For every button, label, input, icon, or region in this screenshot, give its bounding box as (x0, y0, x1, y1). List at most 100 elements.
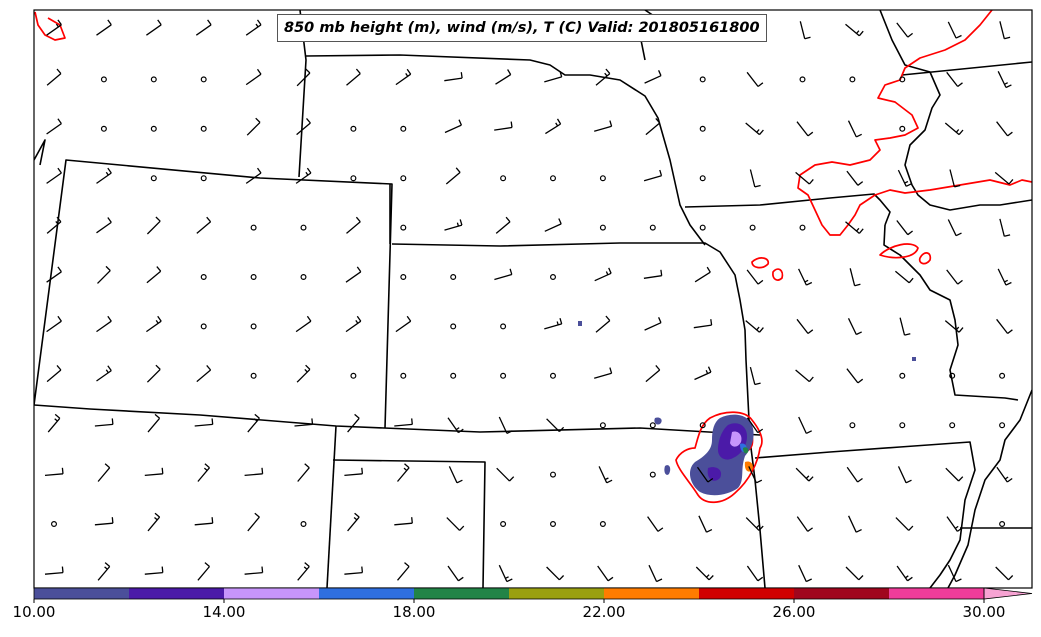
wind-barb (748, 466, 763, 484)
calm-wind-circle (250, 274, 257, 281)
colorbar-swatch (699, 588, 795, 599)
calm-wind-circle (649, 471, 656, 478)
wind-barb (796, 516, 813, 532)
wind-barb (297, 463, 310, 482)
wind-barb (799, 21, 811, 40)
wind-barb (694, 266, 711, 283)
wind-barb (46, 266, 62, 283)
wind-barb (97, 562, 111, 581)
wind-barb (896, 220, 913, 236)
wind-barb (146, 216, 161, 235)
wind-barb (296, 117, 311, 136)
wind-barb (46, 216, 62, 234)
wind-barb (944, 320, 964, 333)
wind-barb (645, 364, 661, 383)
calm-wind-circle (350, 125, 357, 132)
wind-barb (798, 416, 812, 434)
wind-barb (999, 21, 1011, 40)
calm-wind-circle (400, 372, 407, 379)
wind-barb (847, 318, 862, 336)
wind-barb (46, 167, 62, 184)
calm-wind-circle (250, 323, 257, 330)
wind-barb (247, 413, 260, 433)
wind-barb (795, 171, 814, 185)
precipitation-shading (578, 321, 916, 496)
colorbar-swatch (794, 588, 890, 599)
wind-barb (94, 418, 114, 427)
wind-barb (97, 463, 111, 482)
wind-barb (196, 364, 212, 383)
calm-wind-circle (649, 224, 656, 231)
calm-wind-circle (749, 224, 756, 231)
calm-wind-circle (549, 372, 556, 379)
wind-barb (496, 467, 515, 482)
wind-barb (746, 565, 764, 582)
wind-barb (397, 463, 410, 482)
wind-barb (946, 269, 963, 285)
calm-wind-circle (200, 76, 207, 83)
wind-barb (846, 368, 864, 384)
calm-wind-circle (500, 323, 507, 330)
calm-wind-circle (400, 175, 407, 182)
wind-barb (96, 167, 112, 184)
wind-barb (746, 417, 764, 434)
wind-barb (345, 315, 362, 333)
wind-barb (147, 413, 161, 433)
wind-barb (745, 122, 764, 136)
wind-barb (997, 71, 1012, 89)
wind-barb (849, 268, 861, 287)
calm-wind-circle (150, 175, 157, 182)
wind-barb (845, 566, 864, 581)
wind-barb (544, 71, 563, 83)
wind-barb (46, 19, 62, 36)
wind-barb (749, 169, 761, 188)
calm-wind-circle (899, 372, 906, 379)
wind-barb (395, 315, 412, 333)
wind-barb (644, 70, 662, 84)
calm-wind-circle (300, 224, 307, 231)
calm-wind-circle (699, 125, 706, 132)
wind-barb (594, 120, 613, 132)
wind-barb (643, 269, 663, 279)
wind-barb (245, 68, 262, 86)
colorbar-swatch (319, 588, 415, 599)
wind-barb (798, 268, 813, 286)
wind-barb (347, 512, 360, 532)
wind-barb (94, 517, 114, 526)
wind-barb (346, 68, 361, 86)
wind-barb (395, 68, 412, 86)
wind-barb (297, 562, 310, 581)
calm-wind-circle (999, 520, 1006, 527)
wind-barb (146, 315, 162, 333)
calm-wind-circle (200, 175, 207, 182)
wind-barb (648, 564, 663, 583)
wind-barb (597, 565, 614, 582)
wind-barb (194, 418, 214, 427)
wind-barb (394, 418, 413, 427)
wind-barb (693, 319, 713, 329)
wind-barb (694, 366, 712, 381)
calm-wind-circle (450, 372, 457, 379)
calm-wind-circle (649, 422, 656, 429)
wind-barb (247, 512, 260, 532)
wind-barb (698, 515, 713, 533)
wind-barb (397, 562, 410, 581)
wind-barb (346, 216, 361, 234)
wind-barb (494, 268, 513, 281)
wind-barb (745, 517, 764, 531)
calm-wind-circle (450, 323, 457, 330)
wind-barb (344, 566, 364, 575)
wind-barb (544, 318, 563, 330)
wind-barb (447, 417, 464, 434)
wind-barb (846, 466, 863, 483)
calm-wind-circle (500, 175, 507, 182)
wind-barb (97, 265, 111, 284)
wind-barb (194, 517, 214, 526)
wind-barb (695, 566, 714, 581)
wind-barb (949, 169, 961, 188)
wind-barb (745, 320, 764, 333)
wind-barb (996, 121, 1013, 137)
wind-barb (845, 221, 864, 234)
calm-wind-circle (599, 520, 606, 527)
wind-barb (96, 217, 112, 234)
